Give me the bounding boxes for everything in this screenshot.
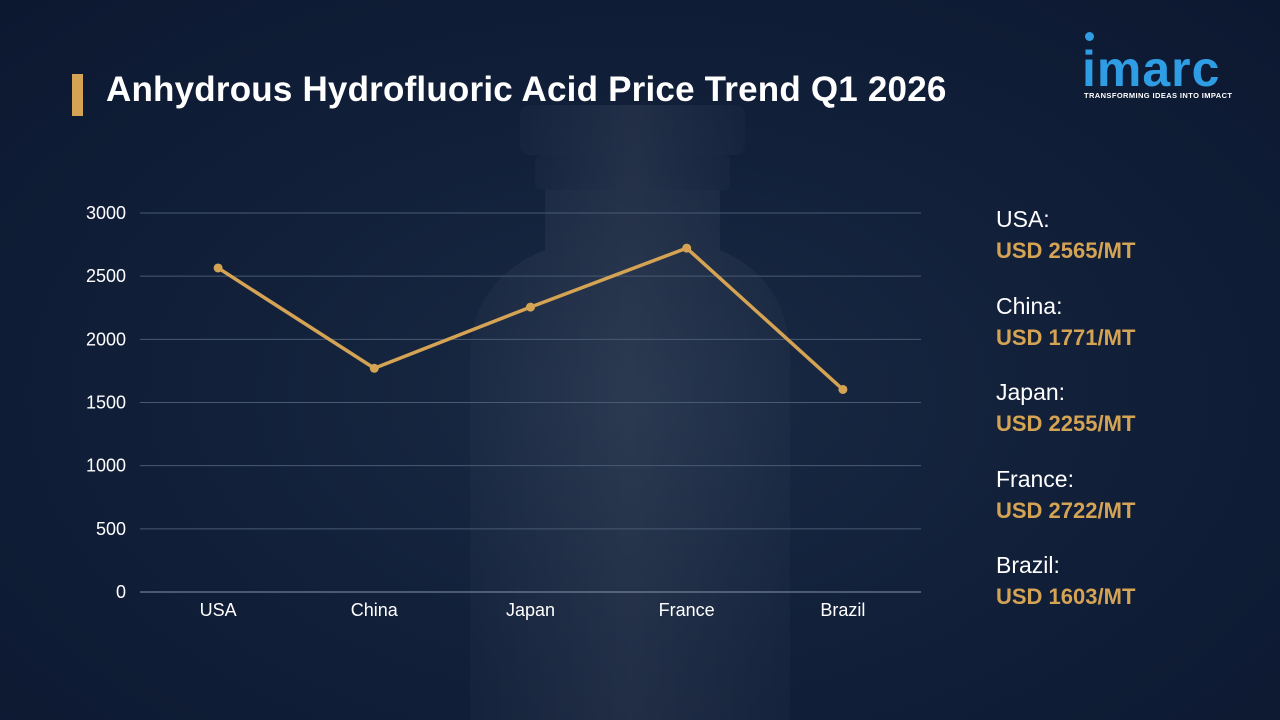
y-tick-label: 2500: [86, 266, 126, 286]
logo-wordmark: imarc: [1082, 41, 1221, 97]
legend-country: China:: [996, 292, 1063, 319]
y-tick-label: 1500: [86, 393, 126, 413]
data-point: [682, 243, 692, 253]
y-tick-label: 0: [116, 582, 126, 602]
legend-country: Japan:: [996, 379, 1066, 405]
legend-item-japan: Japan: USD 2255/MT: [996, 377, 1135, 464]
data-points: [213, 243, 848, 394]
grid-lines: [140, 212, 921, 593]
data-point: [838, 384, 848, 394]
data-point: [526, 302, 535, 312]
legend-price: USD 2255/MT: [996, 411, 1136, 436]
legend-country: USA:: [996, 206, 1050, 232]
logo-tagline: TRANSFORMING IDEAS INTO IMPACT: [1084, 91, 1233, 100]
legend-item-usa: USA: USD 2565/MT: [996, 204, 1135, 291]
legend-price: USD 2722/MT: [996, 497, 1136, 523]
y-tick-label: 500: [96, 519, 126, 539]
data-point: [213, 263, 223, 273]
y-tick-label: 2000: [86, 329, 126, 349]
x-tick-label: USA: [200, 600, 237, 620]
legend-price: USD 1771/MT: [996, 324, 1136, 350]
y-tick-label: 3000: [86, 203, 126, 223]
x-axis-ticks: USA China Japan France Brazil: [200, 600, 866, 620]
legend-country: Brazil:: [996, 552, 1060, 578]
legend-price: USD 2565/MT: [996, 238, 1136, 263]
page-title: Anhydrous Hydrofluoric Acid Price Trend …: [106, 70, 947, 109]
series-lines: [217, 246, 845, 391]
legend-item-france: France: USD 2722/MT: [996, 464, 1135, 551]
price-legend: USA: USD 2565/MT China: USD 1771/MT Japa…: [996, 204, 1135, 637]
logo-dot-icon: [1085, 32, 1094, 41]
legend-item-china: China: USD 1771/MT: [996, 291, 1135, 378]
x-tick-label: Japan: [506, 600, 555, 620]
data-point: [369, 363, 379, 373]
x-tick-label: France: [659, 600, 715, 620]
title-accent-bar: [72, 74, 83, 116]
x-tick-label: China: [351, 600, 399, 620]
legend-item-brazil: Brazil: USD 1603/MT: [996, 550, 1135, 637]
legend-price: USD 1603/MT: [996, 584, 1136, 609]
legend-country: France:: [996, 465, 1074, 492]
imarc-logo: imarc TRANSFORMING IDEAS INTO IMPACT: [1080, 32, 1250, 104]
series-line: [217, 246, 845, 391]
x-tick-label: Brazil: [820, 600, 865, 620]
y-axis-ticks: 0 500 1000 1500 2000 2500 3000: [86, 203, 126, 602]
y-tick-label: 1000: [86, 456, 126, 476]
